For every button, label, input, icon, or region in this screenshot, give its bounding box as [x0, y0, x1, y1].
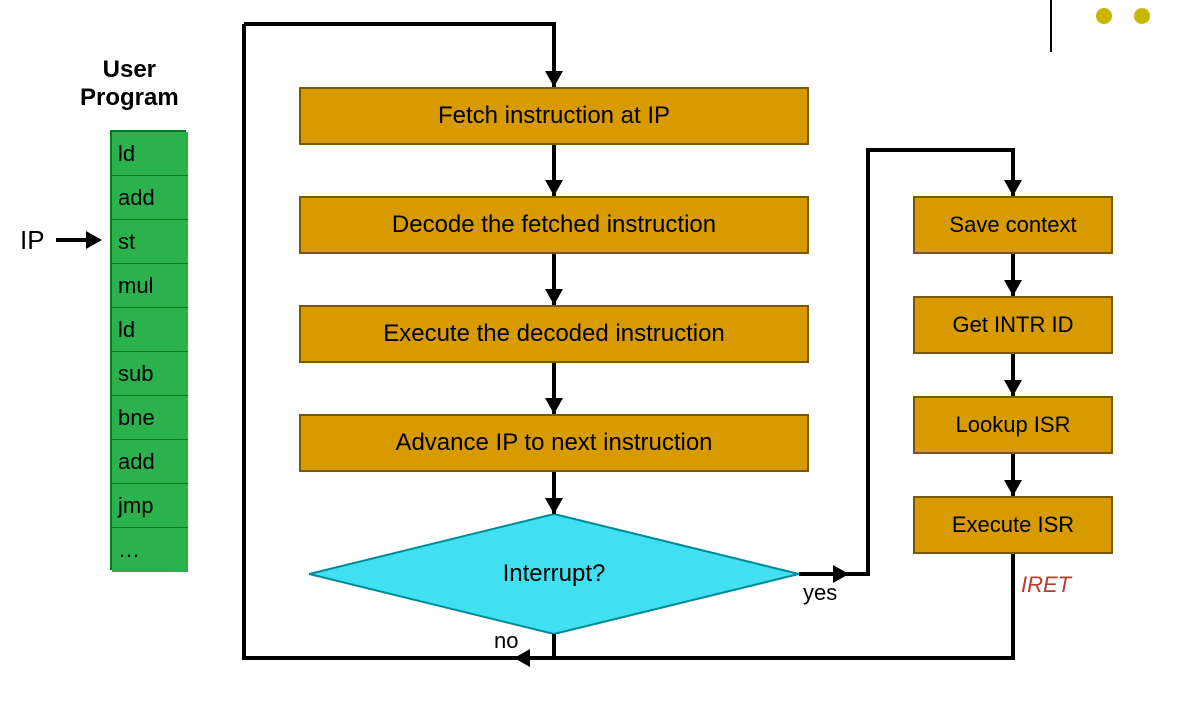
get-intr-box: Get INTR ID	[913, 296, 1113, 354]
instruction-cell: jmp	[112, 484, 188, 528]
user-program-title: User Program	[80, 56, 179, 112]
decode-box: Decode the fetched instruction	[299, 196, 809, 254]
exec-isr-box: Execute ISR	[913, 496, 1113, 554]
arrow-right-icon	[833, 565, 849, 583]
arrow-down-icon	[1004, 380, 1022, 396]
connector-vline	[242, 24, 246, 660]
connector-hline	[244, 22, 556, 26]
arrow-left-icon	[514, 649, 530, 667]
arrow-down-icon	[545, 289, 563, 305]
edge-label-yes: yes	[803, 580, 837, 606]
ip-label: IP	[20, 225, 45, 256]
connector-hline	[554, 656, 1015, 660]
lookup-isr-box: Lookup ISR	[913, 396, 1113, 454]
arrow-down-icon	[545, 398, 563, 414]
fetch-box: Fetch instruction at IP	[299, 87, 809, 145]
instruction-cell: mul	[112, 264, 188, 308]
connector-vline	[1011, 554, 1015, 660]
instruction-cell: ld	[112, 308, 188, 352]
instruction-cell: st	[112, 220, 188, 264]
decor-dot-1	[1096, 8, 1112, 24]
decor-dot-2	[1134, 8, 1150, 24]
arrow-down-icon	[545, 180, 563, 196]
instruction-cell: …	[112, 528, 188, 572]
connector-hline	[866, 148, 1015, 152]
arrow-down-icon	[545, 71, 563, 87]
instruction-cell: ld	[112, 132, 188, 176]
diagram-stage: User Program IP ldaddstmulldsubbneaddjmp…	[0, 0, 1179, 707]
instruction-table: ldaddstmulldsubbneaddjmp…	[110, 130, 186, 570]
instruction-cell: add	[112, 176, 188, 220]
connector-vline	[866, 150, 870, 576]
ip-arrow-head	[86, 231, 102, 249]
arrow-down-icon	[545, 498, 563, 514]
arrow-down-icon	[1004, 180, 1022, 196]
advance-box: Advance IP to next instruction	[299, 414, 809, 472]
ip-arrow-line	[56, 238, 86, 242]
save-ctx-box: Save context	[913, 196, 1113, 254]
instruction-cell: sub	[112, 352, 188, 396]
instruction-cell: add	[112, 440, 188, 484]
decor-vline	[1050, 0, 1052, 52]
instruction-cell: bne	[112, 396, 188, 440]
arrow-down-icon	[1004, 280, 1022, 296]
execute-box: Execute the decoded instruction	[299, 305, 809, 363]
interrupt-label: Interrupt?	[484, 560, 624, 588]
arrow-down-icon	[1004, 480, 1022, 496]
connector-hline	[244, 656, 556, 660]
edge-label-iret: IRET	[1021, 572, 1071, 598]
